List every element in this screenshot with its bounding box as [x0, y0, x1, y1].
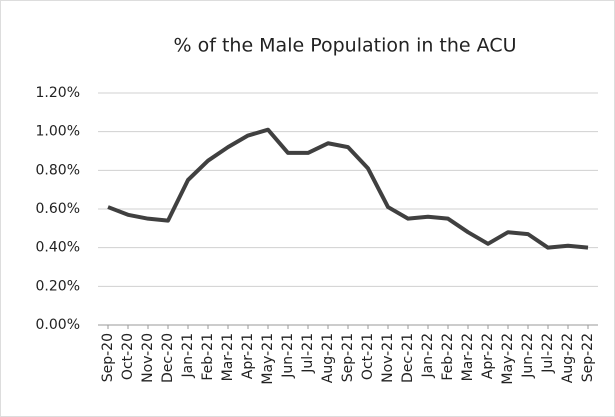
y-tick-label: 0.20% — [36, 278, 80, 294]
x-tick-label: Sep-20 — [100, 333, 116, 382]
x-tick-label: Nov-21 — [380, 333, 396, 383]
x-tick-label: Jan-22 — [420, 333, 436, 378]
x-tick-label: Mar-21 — [220, 333, 236, 381]
x-tick-label: May-21 — [260, 333, 276, 385]
x-tick-label: Sep-22 — [580, 333, 596, 382]
x-tick-label: Oct-21 — [360, 333, 376, 380]
x-tick-label: Dec-21 — [400, 333, 416, 383]
x-tick-label: Jul-21 — [300, 333, 316, 374]
x-tick-label: Aug-21 — [320, 333, 336, 383]
data-line — [107, 127, 589, 250]
x-tick-label: Oct-20 — [120, 333, 136, 380]
chart-title: % of the Male Population in the ACU — [174, 35, 517, 57]
x-tick-label: Jun-22 — [520, 333, 536, 379]
x-tick-label: Aug-22 — [560, 333, 576, 383]
x-tick-label: Sep-21 — [340, 333, 356, 382]
x-tick-label: Mar-22 — [460, 333, 476, 381]
x-tick-label: Feb-21 — [200, 333, 216, 381]
y-tick-label: 0.60% — [36, 201, 80, 217]
x-tick-label: Apr-22 — [480, 333, 496, 379]
x-tick-label: Jan-21 — [180, 333, 196, 378]
x-tick-label: Apr-21 — [240, 333, 256, 379]
x-tick-label: May-22 — [500, 333, 516, 385]
x-tick-label: Dec-20 — [160, 333, 176, 383]
y-tick-label: 0.40% — [36, 240, 80, 256]
x-tick-label: Nov-20 — [140, 333, 156, 383]
x-tick-label: Jul-22 — [540, 333, 556, 374]
x-tick-label: Jun-21 — [280, 333, 296, 379]
y-tick-label: 1.20% — [36, 85, 80, 101]
y-tick-label: 0.80% — [36, 162, 80, 178]
y-tick-label: 1.00% — [36, 124, 80, 140]
y-tick-label: 0.00% — [36, 317, 80, 333]
x-tick-label: Feb-22 — [440, 333, 456, 381]
